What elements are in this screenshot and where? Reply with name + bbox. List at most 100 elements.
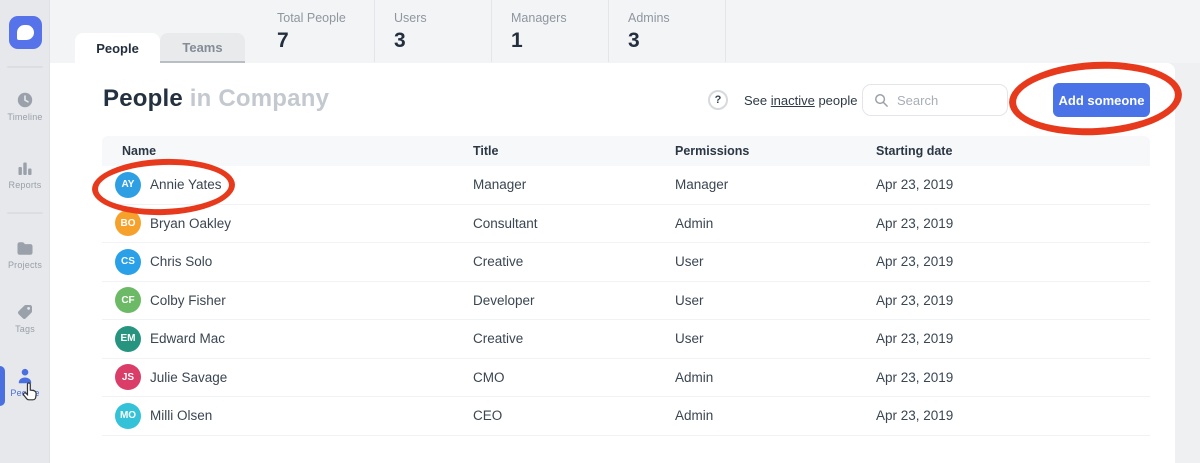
question-mark-icon: ? [714,94,722,106]
table-body: AY Annie Yates Manager Manager Apr 23, 2019 B… [102,166,1150,436]
stat-managers: Managers 1 [492,0,609,62]
title-cell: Creative [473,331,524,347]
stat-total-people: Total People 7 [258,0,375,62]
avatar: CF [115,287,141,314]
name-cell: MO Milli Olsen [102,402,473,429]
stats-bar: Total People 7 Users 3 Managers 1 Admins 3 [258,0,726,62]
tab-bar: People Teams [75,33,245,63]
sidebar-divider [7,66,43,68]
name-cell: CS Chris Solo [102,248,473,275]
folder-icon [0,239,50,258]
sidebar-item-label: Timeline [7,112,43,122]
starting-date-cell: Apr 23, 2019 [876,331,954,347]
permissions-cell: Manager [675,177,729,193]
page-title-primary: People [103,85,183,112]
stat-label: Users [394,11,427,25]
person-name: Annie Yates [150,177,222,193]
see-inactive-suffix: people [814,93,858,108]
stat-label: Managers [511,11,567,25]
avatar: CS [115,248,141,275]
avatar: AY [115,171,141,198]
table-row[interactable]: CS Chris Solo Creative User Apr 23, 2019 [102,243,1150,282]
permissions-cell: Admin [675,408,714,424]
sidebar-item-label: Projects [7,260,43,270]
person-name: Chris Solo [150,254,213,270]
table-row[interactable]: EM Edward Mac Creative User Apr 23, 2019 [102,320,1150,359]
column-header-permissions: Permissions [675,144,750,158]
permissions-cell: User [675,254,704,270]
table-row[interactable]: JS Julie Savage CMO Admin Apr 23, 2019 [102,359,1150,397]
avatar: BO [115,210,141,237]
search-input[interactable] [897,92,1002,108]
stat-value: 3 [394,29,406,52]
table-row[interactable]: CF Colby Fisher Developer User Apr 23, 2019 [102,282,1150,320]
sidebar-item-label: Reports [8,180,42,190]
sidebar-item-projects[interactable]: Projects [0,239,50,270]
stat-value: 7 [277,29,289,52]
stat-value: 1 [511,29,523,52]
title-cell: Consultant [473,215,538,231]
title-cell: Manager [473,177,527,193]
title-cell: Creative [473,254,524,270]
title-cell: CEO [473,408,503,424]
table-row[interactable]: AY Annie Yates Manager Manager Apr 23, 2019 [102,166,1150,205]
permissions-cell: Admin [675,215,714,231]
starting-date-cell: Apr 23, 2019 [876,215,954,231]
app-logo[interactable] [9,16,42,49]
search-box [862,84,1008,116]
sidebar-item-timeline[interactable]: Timeline [0,91,50,122]
column-header-title: Title [473,144,499,158]
starting-date-cell: Apr 23, 2019 [876,369,954,385]
table-row[interactable]: BO Bryan Oakley Consultant Admin Apr 23, 201… [102,205,1150,243]
tag-icon [0,303,50,322]
avatar: MO [115,402,141,429]
name-cell: BO Bryan Oakley [102,210,473,237]
column-header-name: Name [122,144,157,158]
people-table: Name Title Permissions Starting date AY Anni… [102,136,1150,436]
bar-chart-icon [0,159,50,178]
stat-users: Users 3 [375,0,492,62]
title-cell: Developer [473,292,535,308]
clock-icon [0,91,50,110]
tab-people[interactable]: People [75,33,160,63]
column-header-starting-date: Starting date [876,144,953,158]
person-name: Colby Fisher [150,292,226,308]
table-row[interactable]: MO Milli Olsen CEO Admin Apr 23, 2019 [102,397,1150,436]
stat-label: Total People [277,11,346,25]
starting-date-cell: Apr 23, 2019 [876,254,954,270]
sidebar-active-indicator [0,366,5,406]
see-inactive-people: See inactive people [744,93,857,108]
person-name: Julie Savage [150,369,228,385]
page-title: People in Company [103,85,329,113]
sidebar-item-reports[interactable]: Reports [0,159,50,190]
stat-admins: Admins 3 [609,0,726,62]
starting-date-cell: Apr 23, 2019 [876,408,954,424]
permissions-cell: Admin [675,369,714,385]
stat-label: Admins [628,11,670,25]
starting-date-cell: Apr 23, 2019 [876,177,954,193]
name-cell: JS Julie Savage [102,364,473,391]
name-cell: AY Annie Yates [102,171,473,198]
permissions-cell: User [675,292,704,308]
logo-glyph [17,25,34,40]
title-cell: CMO [473,369,505,385]
sidebar-divider [7,212,43,214]
help-button[interactable]: ? [708,90,728,110]
person-name: Edward Mac [150,331,226,347]
stat-value: 3 [628,29,640,52]
inactive-link[interactable]: inactive [770,93,815,108]
sidebar-item-tags[interactable]: Tags [0,303,50,334]
permissions-cell: User [675,331,704,347]
name-cell: EM Edward Mac [102,325,473,352]
starting-date-cell: Apr 23, 2019 [876,292,954,308]
mouse-cursor-icon [22,382,37,401]
search-icon [875,93,888,107]
table-header-row: Name Title Permissions Starting date [102,136,1150,166]
tab-teams[interactable]: Teams [160,33,245,63]
sidebar-item-label: Tags [15,324,35,334]
person-name: Milli Olsen [150,408,213,424]
person-icon [0,367,50,386]
add-someone-button[interactable]: Add someone [1053,83,1150,117]
